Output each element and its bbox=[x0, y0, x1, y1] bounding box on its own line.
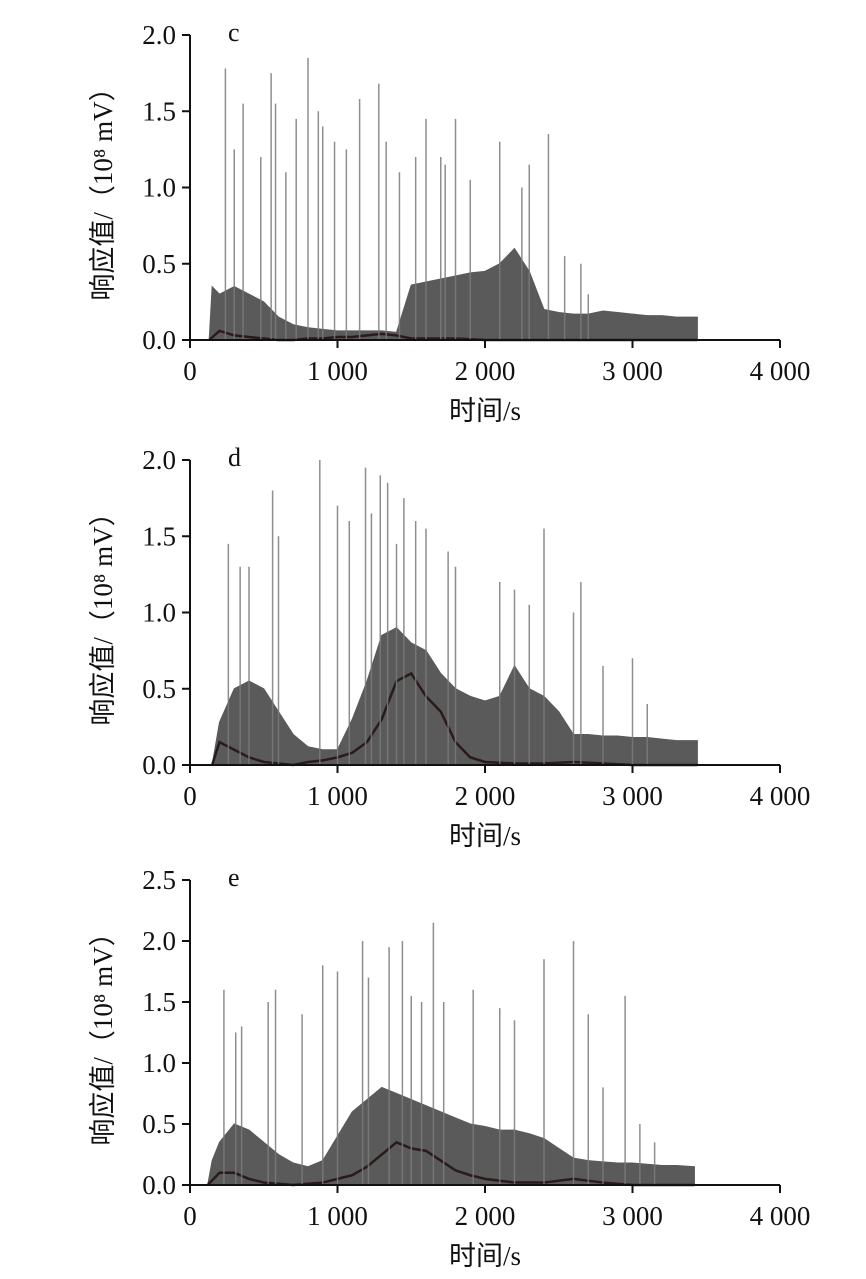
panel-letter-d: d bbox=[228, 443, 241, 472]
chart-panel-d: 0 1 000 2 000 3 000 4 000 0.0 0.5 1.0 1.5 2.0 时间/s… bbox=[0, 425, 866, 850]
x-tick-label-d-0: 0 bbox=[183, 781, 197, 811]
y-tick-label-c-1: 0.5 bbox=[142, 249, 176, 279]
y-tick-label-c-2: 1.0 bbox=[142, 173, 176, 203]
x-tick-label-c-0: 0 bbox=[183, 356, 197, 386]
y-tick-label-c-3: 1.5 bbox=[142, 96, 176, 126]
x-tick-label-d-2: 2 000 bbox=[455, 781, 516, 811]
x-axis-label-d: 时间/s bbox=[449, 821, 521, 850]
x-tick-label-c-4: 4 000 bbox=[750, 356, 811, 386]
y-tick-label-d-0: 0.0 bbox=[142, 750, 176, 780]
series-area-e bbox=[207, 1086, 695, 1186]
y-tick-label-d-3: 1.5 bbox=[142, 521, 176, 551]
chart-svg-d: 0 1 000 2 000 3 000 4 000 0.0 0.5 1.0 1.5 2.0 时间/s… bbox=[88, 443, 811, 850]
x-tick-label-d-3: 3 000 bbox=[602, 781, 663, 811]
x-tick-label-e-4: 4 000 bbox=[750, 1201, 811, 1231]
y-tick-label-c-0: 0.0 bbox=[142, 325, 176, 355]
chart-panel-c: 0 1 000 2 000 3 000 4 000 0.0 0.5 1.0 1.5 2.0 时间/s… bbox=[0, 0, 866, 425]
y-axis-label-d: 响应值/（10⁸ mV） bbox=[88, 499, 118, 725]
series-area-c bbox=[208, 247, 698, 341]
x-tick-label-d-4: 4 000 bbox=[750, 781, 811, 811]
y-tick-label-e-2: 1.0 bbox=[142, 1048, 176, 1078]
chart-panel-e: 0 1 000 2 000 3 000 4 000 0.0 0.5 1.0 1.5 2.0 2.5 时… bbox=[0, 850, 866, 1279]
x-tick-label-c-3: 3 000 bbox=[602, 356, 663, 386]
chart-svg-c: 0 1 000 2 000 3 000 4 000 0.0 0.5 1.0 1.5 2.0 时间/s… bbox=[88, 18, 811, 425]
x-tick-label-d-1: 1 000 bbox=[307, 781, 368, 811]
y-axis-label-e: 响应值/（10⁸ mV） bbox=[88, 919, 118, 1145]
x-tick-label-c-1: 1 000 bbox=[307, 356, 368, 386]
y-tick-label-d-4: 2.0 bbox=[142, 445, 176, 475]
y-tick-label-e-4: 2.0 bbox=[142, 926, 176, 956]
panel-letter-e: e bbox=[228, 863, 240, 892]
y-axis-label-c: 响应值/（10⁸ mV） bbox=[88, 74, 118, 300]
x-axis-label-c: 时间/s bbox=[449, 396, 521, 425]
y-tick-label-e-3: 1.5 bbox=[142, 987, 176, 1017]
x-tick-label-e-0: 0 bbox=[183, 1201, 197, 1231]
y-tick-label-e-0: 0.0 bbox=[142, 1170, 176, 1200]
y-tick-label-d-2: 1.0 bbox=[142, 598, 176, 628]
x-tick-label-e-3: 3 000 bbox=[602, 1201, 663, 1231]
y-tick-label-d-1: 0.5 bbox=[142, 674, 176, 704]
x-tick-label-e-2: 2 000 bbox=[455, 1201, 516, 1231]
chart-svg-e: 0 1 000 2 000 3 000 4 000 0.0 0.5 1.0 1.5 2.0 2.5 时… bbox=[88, 863, 811, 1271]
y-tick-label-e-1: 0.5 bbox=[142, 1109, 176, 1139]
x-axis-label-e: 时间/s bbox=[449, 1241, 521, 1271]
panel-letter-c: c bbox=[228, 18, 240, 47]
y-tick-label-c-4: 2.0 bbox=[142, 20, 176, 50]
y-tick-label-e-5: 2.5 bbox=[142, 865, 176, 895]
x-tick-label-e-1: 1 000 bbox=[307, 1201, 368, 1231]
x-tick-label-c-2: 2 000 bbox=[455, 356, 516, 386]
